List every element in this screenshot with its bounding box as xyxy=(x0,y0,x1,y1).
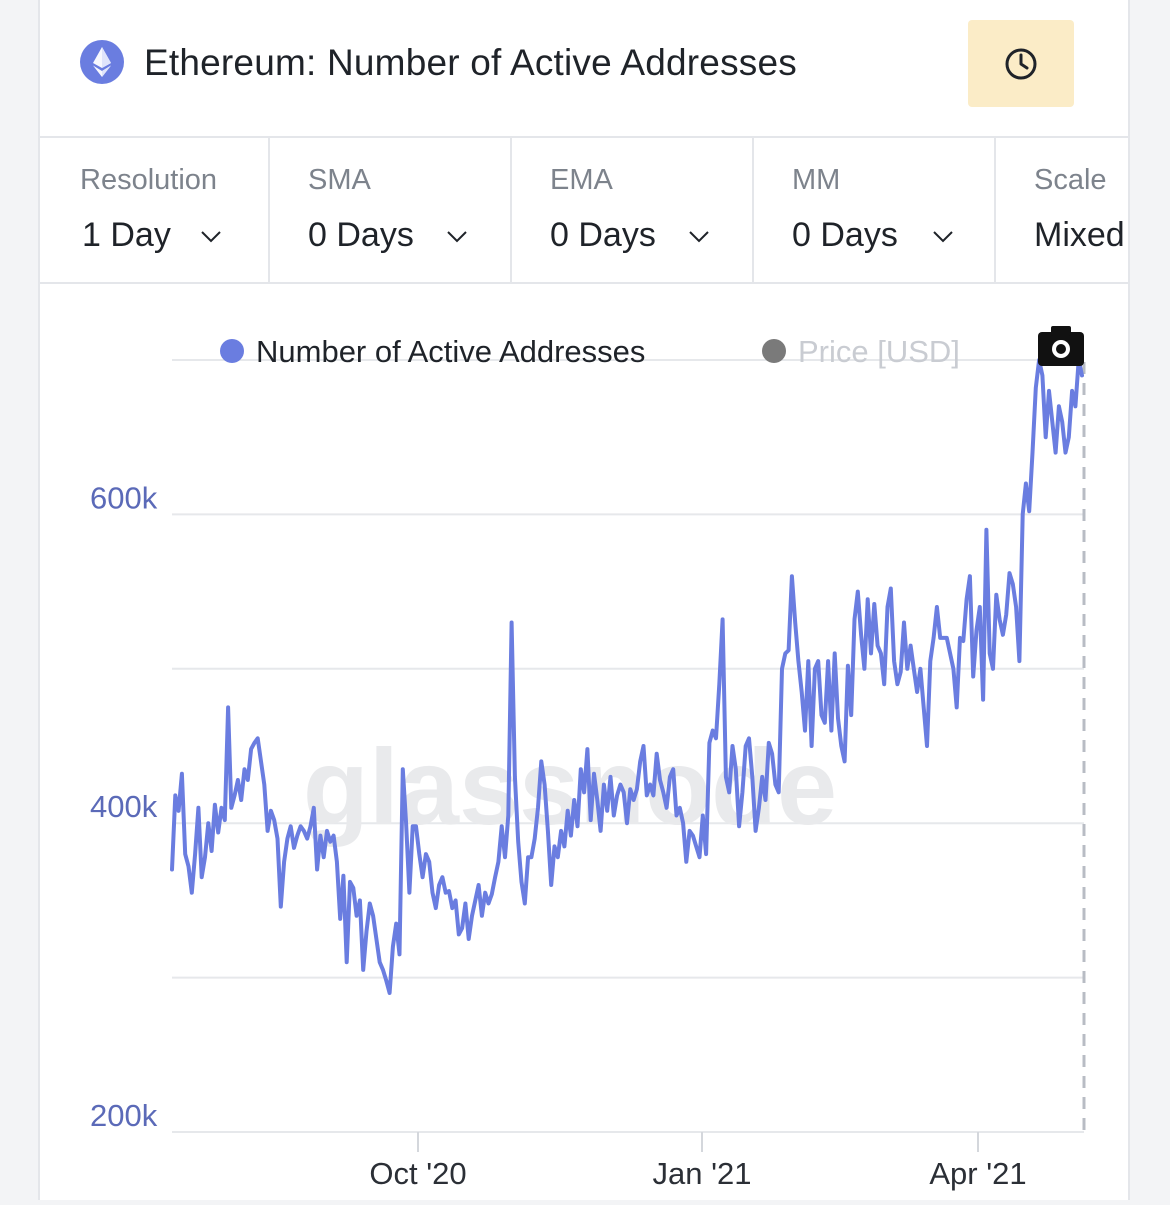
legend-label-active-addresses: Number of Active Addresses xyxy=(256,334,645,369)
mm-label: MM xyxy=(792,164,841,196)
chevron-down-icon xyxy=(933,231,953,243)
scale-select[interactable]: Scale Mixed xyxy=(996,138,1128,282)
mm-select[interactable]: MM 0 Days xyxy=(754,138,996,282)
x-tick-label: Oct '20 xyxy=(369,1156,466,1191)
ethereum-icon xyxy=(80,40,124,84)
legend: Number of Active Addresses Price [USD] xyxy=(220,334,960,369)
legend-item-active-addresses[interactable]: Number of Active Addresses xyxy=(220,334,645,369)
time-range-button[interactable] xyxy=(968,20,1074,107)
series-line-active-addresses xyxy=(170,358,1084,995)
chart-header: Ethereum: Number of Active Addresses xyxy=(40,0,1128,138)
chevron-down-icon xyxy=(201,231,221,243)
legend-item-price[interactable]: Price [USD] xyxy=(762,334,960,369)
chart-controls: Resolution 1 Day SMA 0 Days EMA 0 Days M… xyxy=(40,138,1128,284)
x-axis: Oct '20 Jan '21 Apr '21 xyxy=(369,1132,1027,1191)
ema-value: 0 Days xyxy=(550,216,656,254)
sma-select[interactable]: SMA 0 Days xyxy=(270,138,512,282)
legend-label-price: Price [USD] xyxy=(798,334,960,369)
y-tick-label: 400k xyxy=(90,789,158,824)
chart-card: Ethereum: Number of Active Addresses Res… xyxy=(38,0,1130,1200)
clock-icon xyxy=(1005,48,1037,79)
x-tick-label: Apr '21 xyxy=(929,1156,1026,1191)
legend-dot-price xyxy=(762,339,786,363)
sma-value: 0 Days xyxy=(308,216,414,254)
mm-value: 0 Days xyxy=(792,216,898,254)
scale-label: Scale xyxy=(1034,164,1107,196)
resolution-select[interactable]: Resolution 1 Day xyxy=(40,138,270,282)
chevron-down-icon xyxy=(447,231,467,243)
x-tick-label: Jan '21 xyxy=(653,1156,752,1191)
ema-select[interactable]: EMA 0 Days xyxy=(512,138,754,282)
camera-icon[interactable] xyxy=(1038,326,1084,366)
chart-title: Ethereum: Number of Active Addresses xyxy=(144,42,797,83)
ema-label: EMA xyxy=(550,164,613,196)
sma-label: SMA xyxy=(308,164,371,196)
legend-dot-active-addresses xyxy=(220,339,244,363)
chevron-down-icon xyxy=(689,231,709,243)
resolution-value: 1 Day xyxy=(82,216,171,254)
y-tick-label: 600k xyxy=(90,480,158,515)
scale-value: Mixed xyxy=(1034,216,1125,254)
resolution-label: Resolution xyxy=(80,164,218,196)
y-tick-label: 200k xyxy=(90,1098,158,1133)
y-axis: 200k 400k 600k xyxy=(90,480,158,1133)
chart-area: glassnode 200k 400k 600k Oct '20 Jan '21 Apr… xyxy=(40,284,1128,1200)
